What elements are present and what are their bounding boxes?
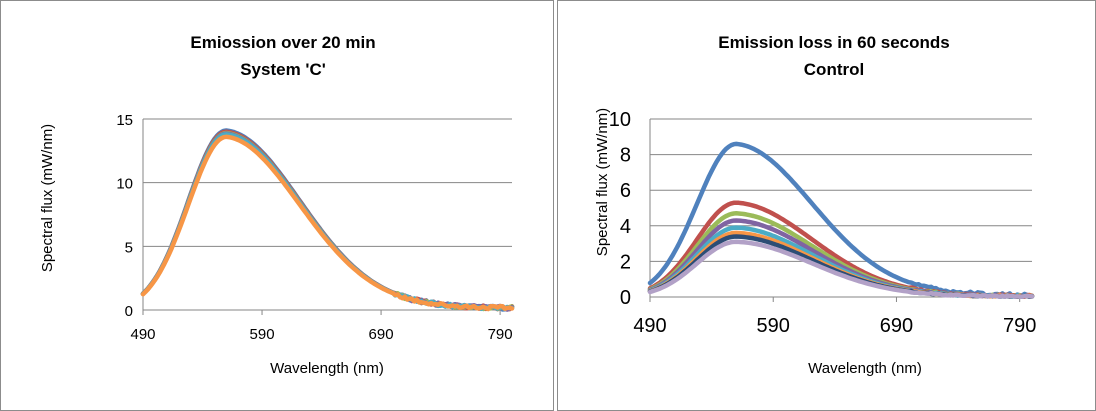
- y-axis-label: Spectral flux (mW/nm): [594, 108, 611, 256]
- y-tick-label: 2: [620, 251, 631, 273]
- x-tick-label: 790: [488, 326, 513, 343]
- y-tick-label: 15: [116, 112, 133, 129]
- chart-title-line-1: Emiossion over 20 min: [190, 33, 375, 52]
- series-line-8: [647, 239, 1035, 299]
- chart-title-line-2: Control: [804, 60, 864, 79]
- chart-title-line-1: Emission loss in 60 seconds: [718, 33, 949, 52]
- y-axis-label: Spectral flux (mW/nm): [39, 124, 56, 272]
- x-tick-label: 790: [1003, 315, 1036, 337]
- x-tick-label: 690: [880, 315, 913, 337]
- chart-frame: [0, 0, 554, 411]
- chart-title-line-2: System 'C': [240, 60, 326, 79]
- y-tick-label: 6: [620, 180, 631, 202]
- y-tick-label: 0: [125, 303, 133, 320]
- series-line-6: [140, 134, 515, 312]
- x-axis-label: Wavelength (nm): [808, 360, 922, 377]
- y-tick-label: 8: [620, 145, 631, 167]
- x-tick-label: 690: [369, 326, 394, 343]
- y-tick-label: 4: [620, 216, 631, 238]
- chart-panel-1: 0 5 10 15 490 590 690 790 Emiossion over 20 min S…: [0, 0, 554, 411]
- x-tick-label: 590: [757, 315, 790, 337]
- chart-panel-2: 0 2 4 6 8 10 490 590 690 790 Emission loss in 60 s…: [557, 0, 1096, 411]
- y-tick-label: 0: [620, 287, 631, 309]
- y-tick-label: 10: [609, 109, 631, 131]
- x-tick-label: 590: [250, 326, 275, 343]
- y-tick-label: 5: [125, 239, 133, 256]
- x-tick-label: 490: [633, 315, 666, 337]
- y-tick-label: 10: [116, 176, 133, 193]
- x-tick-label: 490: [130, 326, 155, 343]
- x-axis-label: Wavelength (nm): [270, 360, 384, 377]
